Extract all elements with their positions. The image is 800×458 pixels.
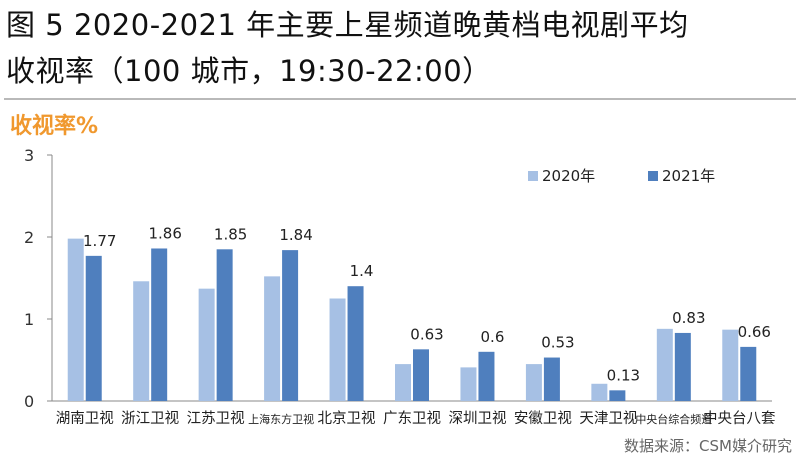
bar-2020 — [264, 276, 281, 401]
data-label: 0.83 — [672, 309, 705, 327]
bar-2021 — [609, 390, 626, 401]
x-tick-label: 上海东方卫视 — [248, 412, 314, 426]
bar-2021 — [151, 248, 168, 401]
legend-swatch — [528, 171, 538, 181]
bar-2020 — [133, 281, 150, 401]
bar-2021 — [282, 250, 299, 401]
bar-2021 — [674, 332, 691, 401]
bar-2020 — [329, 298, 346, 401]
y-tick-label: 2 — [24, 228, 34, 247]
data-label: 0.63 — [410, 325, 443, 343]
bar-2021 — [740, 346, 757, 401]
x-tick-label: 湖南卫视 — [56, 410, 114, 427]
y-tick-label: 1 — [24, 310, 34, 329]
bar-2021 — [543, 357, 560, 401]
title-divider — [4, 98, 796, 100]
legend-label: 2020年 — [542, 167, 595, 185]
data-label: 1.86 — [148, 224, 181, 242]
bar-2020 — [395, 364, 411, 401]
data-label: 0.13 — [607, 366, 640, 384]
chart-title: 图 5 2020-2021 年主要上星频道晚黄档电视剧平均 收视率（100 城市… — [6, 2, 796, 94]
x-tick-label: 浙江卫视 — [121, 410, 179, 427]
bar-2021 — [216, 249, 233, 401]
data-source-note: 数据来源：CSM媒介研究 — [624, 437, 792, 455]
title-line-2: 收视率（100 城市，19:30-22:00） — [6, 54, 492, 88]
x-tick-label: 江苏卫视 — [187, 410, 245, 427]
data-label: 0.66 — [738, 323, 771, 341]
bar-2020 — [460, 367, 477, 401]
bar-2020 — [722, 329, 739, 401]
x-tick-label: 安徽卫视 — [514, 410, 572, 427]
data-label: 1.77 — [83, 232, 116, 250]
x-tick-label: 北京卫视 — [318, 410, 376, 427]
bar-2021 — [478, 351, 495, 401]
bar-2020 — [656, 328, 673, 401]
x-tick-label: 深圳卫视 — [448, 410, 506, 427]
x-tick-label: 中央台综合频道 — [635, 412, 712, 426]
data-label: 1.85 — [214, 225, 247, 243]
title-line-1: 图 5 2020-2021 年主要上星频道晚黄档电视剧平均 — [6, 8, 689, 42]
x-tick-label: 天津卫视 — [579, 410, 637, 427]
bar-2020 — [67, 238, 84, 401]
y-tick-label: 0 — [24, 392, 34, 411]
bar-2020 — [591, 383, 608, 401]
x-tick-label: 中央台八套 — [703, 410, 776, 427]
x-tick-label: 广东卫视 — [383, 410, 441, 427]
legend-label: 2021年 — [662, 167, 715, 185]
y-tick-label: 3 — [24, 146, 34, 165]
legend-swatch — [648, 171, 658, 181]
bar-2021 — [413, 349, 429, 401]
data-label: 1.84 — [279, 226, 312, 244]
data-label: 0.6 — [481, 328, 505, 346]
bar-2020 — [525, 364, 542, 401]
data-label: 1.4 — [350, 262, 374, 280]
y-axis-label: 收视率% — [10, 114, 99, 139]
data-label: 0.53 — [541, 334, 574, 352]
bar-2021 — [85, 255, 102, 401]
bar-2020 — [198, 288, 215, 401]
bar-2021 — [347, 286, 364, 401]
